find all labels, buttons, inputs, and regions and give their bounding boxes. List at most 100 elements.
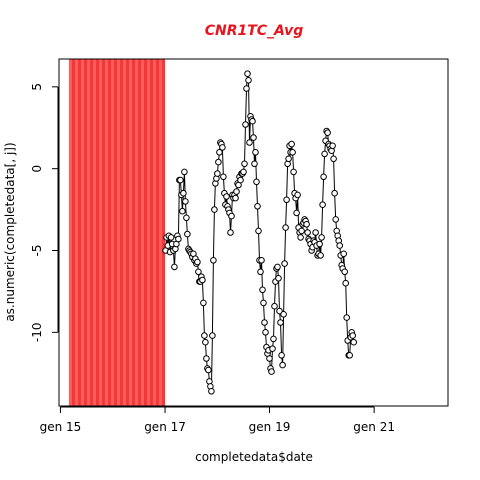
data-point <box>184 230 191 238</box>
data-point <box>240 168 247 176</box>
data-point <box>350 338 358 346</box>
highlight-band <box>68 59 166 406</box>
data-point <box>201 332 208 339</box>
data-point <box>304 229 311 236</box>
data-point <box>318 234 325 241</box>
x-axis: gen 15 gen 17 gen 19 gen 21 <box>40 406 395 434</box>
data-point <box>252 149 259 156</box>
data-point <box>228 212 235 220</box>
data-point <box>262 329 269 336</box>
x-tick-label: gen 17 <box>144 420 186 434</box>
y-axis: 5 0 -5 -10 <box>30 83 59 343</box>
data-point <box>233 188 240 195</box>
data-point <box>316 240 323 248</box>
data-point <box>220 173 227 181</box>
data-point <box>294 191 301 199</box>
data-point <box>349 332 357 339</box>
data-point <box>227 229 234 236</box>
data-point <box>216 149 223 156</box>
data-point <box>182 198 189 205</box>
data-point <box>223 193 230 200</box>
data-point <box>346 352 354 359</box>
data-point <box>331 189 338 197</box>
data-point <box>260 299 267 307</box>
data-point <box>332 216 340 223</box>
data-point <box>298 227 305 235</box>
data-point <box>341 268 349 276</box>
data-point <box>237 176 244 184</box>
point-layer <box>162 70 358 395</box>
data-point <box>297 234 304 241</box>
data-point <box>336 242 344 249</box>
data-point <box>232 194 239 202</box>
data-point <box>283 196 290 204</box>
data-point <box>289 149 296 156</box>
data-point <box>209 332 216 339</box>
data-point <box>181 168 188 176</box>
data-point <box>275 275 282 282</box>
data-point <box>208 388 215 395</box>
data-point <box>202 338 209 346</box>
data-point <box>271 302 278 310</box>
data-point <box>249 117 256 125</box>
data-point <box>258 257 265 264</box>
data-point <box>183 214 190 222</box>
data-point <box>280 311 287 318</box>
data-point <box>251 160 258 168</box>
data-point <box>255 227 262 235</box>
data-point <box>282 224 289 231</box>
data-point <box>329 142 336 150</box>
data-point <box>285 155 292 163</box>
data-point <box>200 299 207 307</box>
data-point <box>203 355 210 362</box>
data-point <box>246 139 253 146</box>
data-point <box>293 209 300 217</box>
data-point <box>177 176 184 184</box>
data-point <box>281 260 288 267</box>
data-point <box>195 268 202 276</box>
data-point <box>270 335 277 343</box>
data-point <box>259 286 266 294</box>
data-point <box>312 229 319 236</box>
data-point <box>317 252 324 259</box>
data-point <box>242 121 249 128</box>
y-axis-label: as.numeric(completedata[, j]) <box>3 142 17 321</box>
data-point <box>210 257 217 264</box>
data-point <box>205 366 212 374</box>
plot-frame <box>58 58 449 407</box>
data-point <box>245 77 252 84</box>
data-point <box>180 189 187 197</box>
data-point <box>288 140 295 148</box>
data-point <box>279 361 286 369</box>
data-point <box>194 258 201 266</box>
highlight-layer <box>68 59 166 406</box>
data-point <box>278 352 285 359</box>
data-point <box>175 235 182 243</box>
y-tick-label: -5 <box>30 245 44 257</box>
data-point <box>171 263 178 271</box>
x-tick-label: gen 21 <box>353 420 395 434</box>
data-point <box>250 134 257 141</box>
data-point <box>167 234 175 241</box>
data-point <box>277 319 284 326</box>
data-point <box>321 150 328 158</box>
y-tick-label: 5 <box>30 83 44 91</box>
data-point <box>303 221 310 228</box>
data-point <box>290 168 297 176</box>
chart-title: CNR1TC_Avg <box>205 23 304 39</box>
x-tick-label: gen 19 <box>249 420 291 434</box>
data-point <box>320 173 327 181</box>
data-point <box>214 170 221 177</box>
data-point <box>319 201 326 208</box>
y-tick-label: 0 <box>30 165 44 173</box>
data-point <box>266 355 273 362</box>
data-point <box>330 155 337 163</box>
data-point <box>261 319 268 326</box>
data-point <box>244 70 251 77</box>
data-point <box>243 85 250 92</box>
data-point <box>199 276 206 284</box>
data-point <box>219 144 226 151</box>
y-tick-label: -10 <box>30 323 44 343</box>
